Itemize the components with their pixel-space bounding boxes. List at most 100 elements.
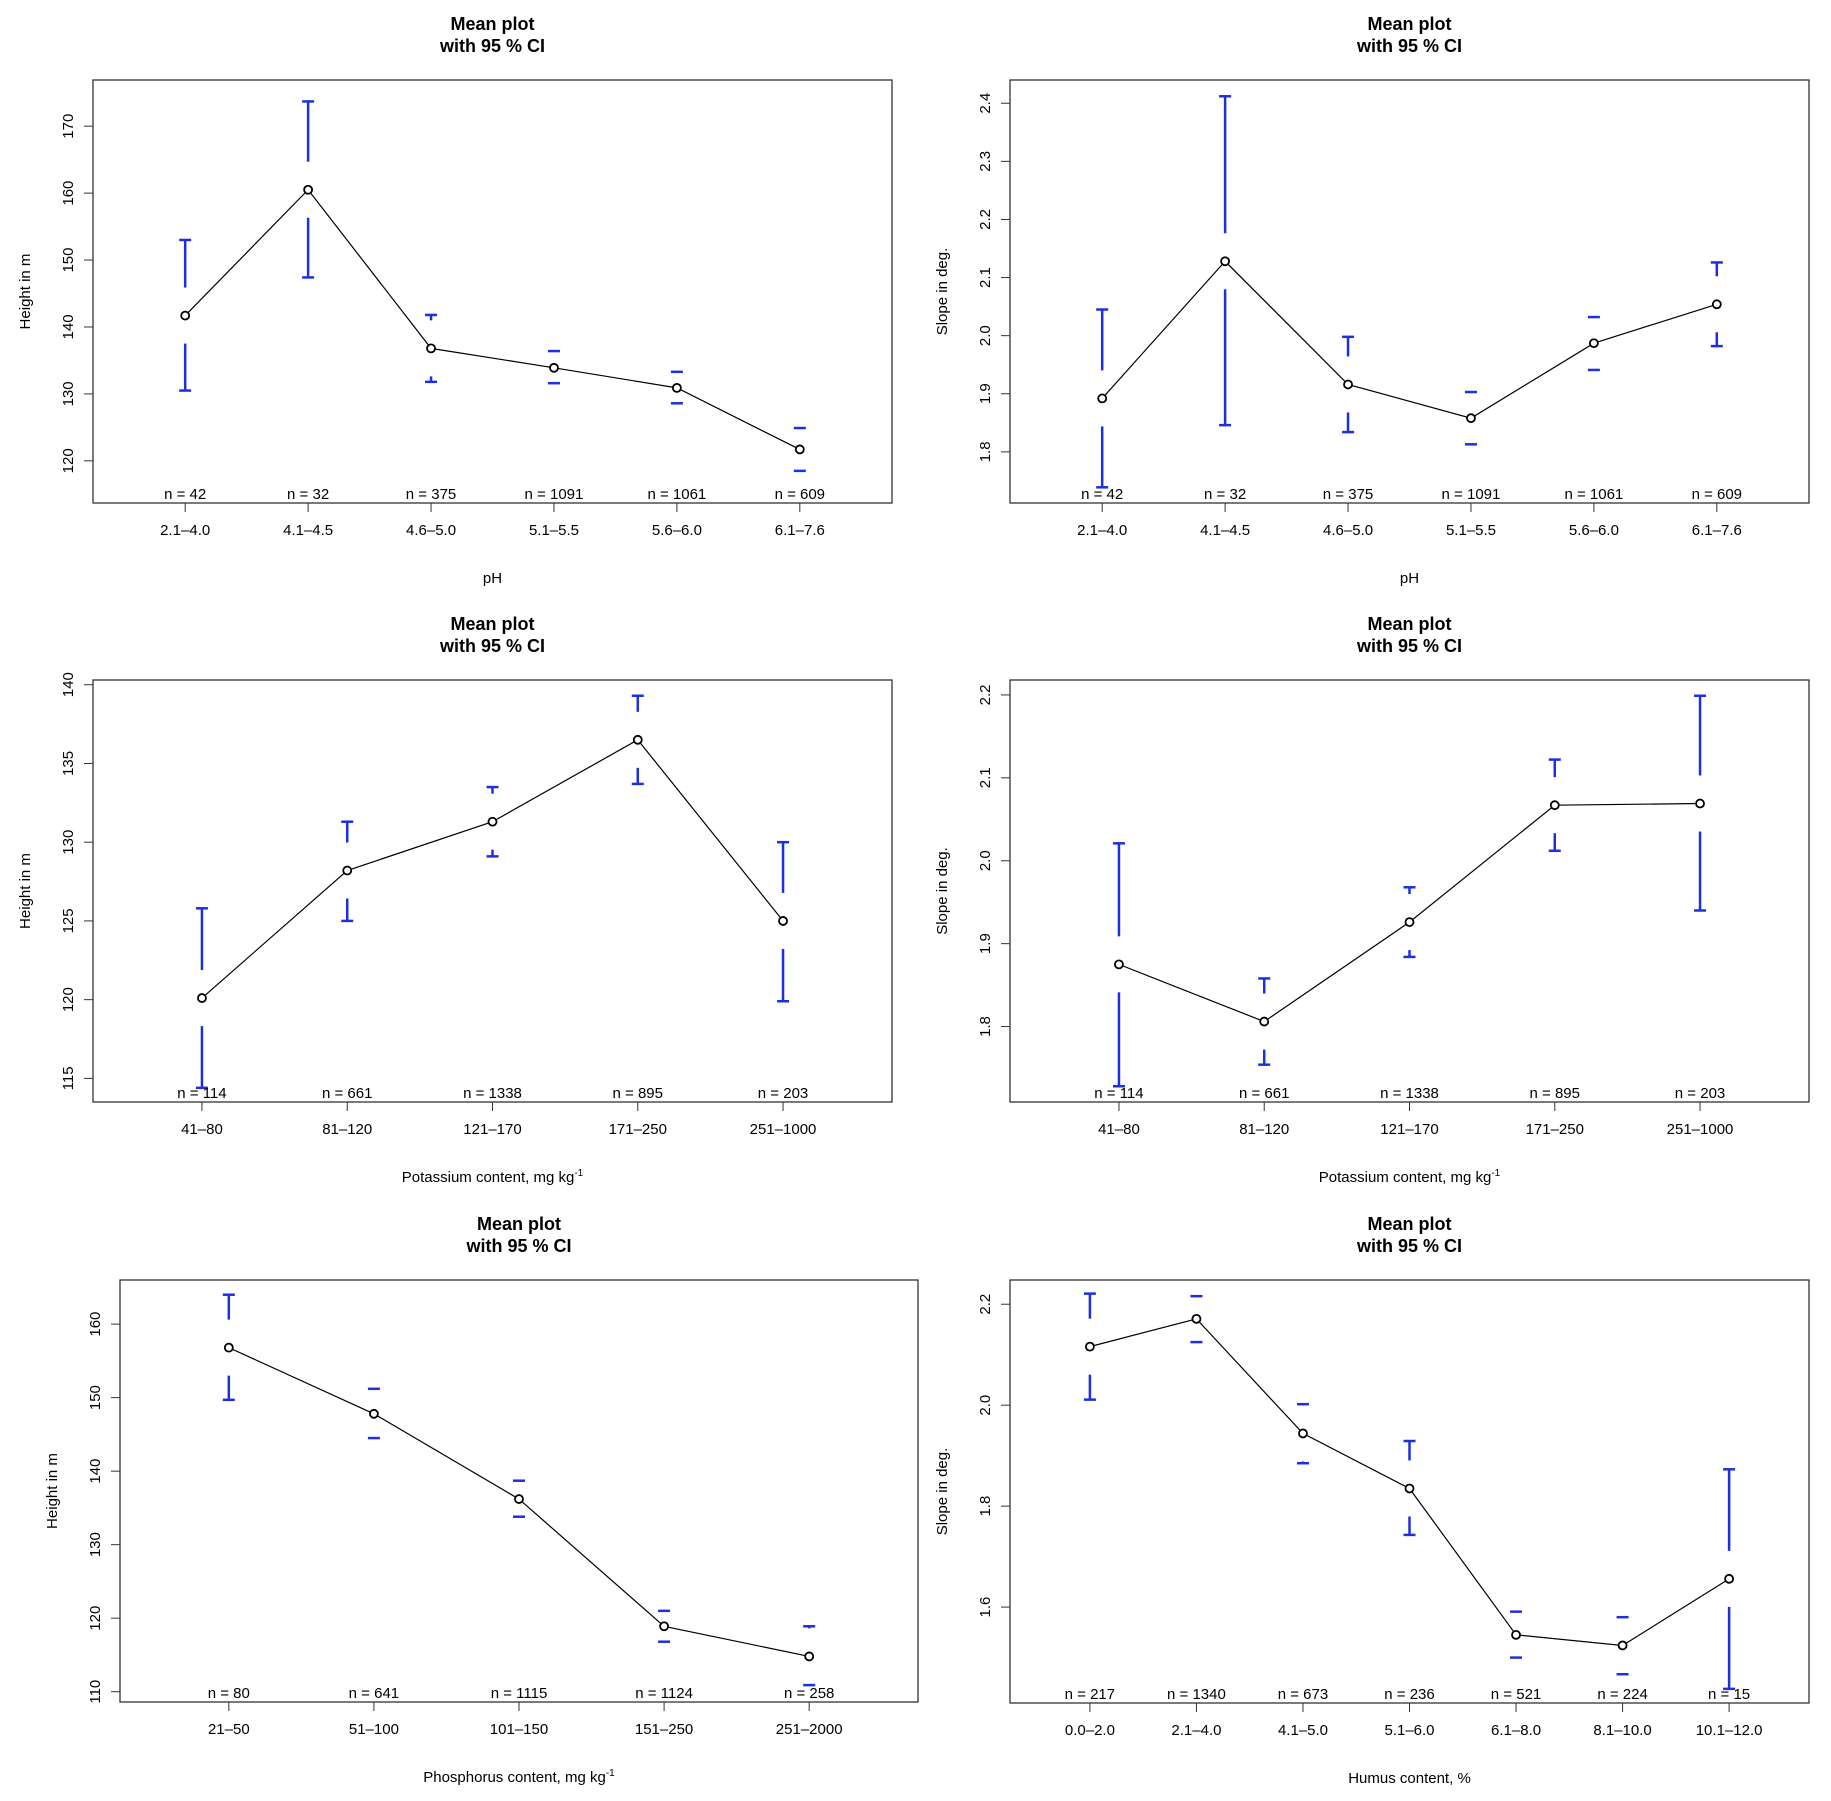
mean-point (1617, 1640, 1628, 1651)
mean-point (804, 1651, 815, 1662)
plot-frame (92, 679, 893, 1103)
mean-point (1466, 413, 1476, 424)
n-label: n = 15 (1708, 1686, 1750, 1703)
x-tick-label: 6.1–7.6 (1692, 522, 1742, 539)
y-axis-label: Slope in deg. (934, 1448, 951, 1536)
mean-line (1089, 1318, 1730, 1647)
y-tick-label: 135 (60, 751, 77, 776)
plot-frame (92, 79, 893, 504)
y-tick-label: 140 (60, 314, 77, 339)
y-tick-label: 1.8 (977, 1496, 994, 1517)
error-bar (1296, 1402, 1309, 1465)
n-label: n = 42 (1081, 486, 1123, 503)
error-bar (658, 1609, 671, 1643)
x-axis-label: Phosphorus content, mg kg-1 (423, 1768, 615, 1786)
error-bar (1587, 315, 1600, 372)
mean-point (1404, 1483, 1415, 1494)
n-label: n = 224 (1597, 1686, 1647, 1703)
mean-point (671, 382, 682, 393)
n-label: n = 1124 (635, 1685, 693, 1702)
y-tick-label: 125 (60, 908, 77, 933)
x-tick-label: 5.6–6.0 (1569, 522, 1619, 539)
y-tick-label: 115 (60, 1066, 77, 1090)
mean-point (342, 865, 353, 876)
x-tick-label: 81–120 (1239, 1121, 1289, 1138)
chart-title-line-2: with 95 % CI (465, 1236, 571, 1256)
x-tick-label: 151–250 (635, 1721, 693, 1738)
mean-point (1191, 1313, 1202, 1324)
error-bar (793, 426, 806, 473)
x-axis-label-superscript: -1 (574, 1168, 583, 1179)
n-label: n = 609 (1692, 486, 1742, 503)
x-tick-label: 2.1–4.0 (1171, 1722, 1221, 1739)
x-tick-label: 251–1000 (1667, 1121, 1734, 1138)
n-label: n = 203 (758, 1085, 808, 1102)
x-tick-label: 4.6–5.0 (406, 522, 456, 539)
y-tick-label: 1.9 (977, 933, 994, 954)
mean-point (1259, 1016, 1270, 1027)
n-label: n = 1091 (1442, 486, 1501, 503)
error-bar (1548, 758, 1561, 853)
y-tick-label: 110 (87, 1680, 104, 1704)
y-tick-label: 150 (60, 248, 77, 273)
mean-point (1343, 379, 1353, 390)
x-tick-label: 8.1–10.0 (1593, 1722, 1651, 1739)
x-tick-label: 121–170 (1380, 1121, 1438, 1138)
n-label: n = 32 (1204, 486, 1246, 503)
chart-title-line-2: with 95 % CI (1356, 36, 1462, 56)
y-axis-label: Slope in deg. (934, 847, 951, 935)
error-bar (367, 1387, 380, 1440)
mean-point (1511, 1629, 1521, 1640)
mean-point (1097, 393, 1108, 404)
x-tick-label: 171–250 (1526, 1121, 1584, 1138)
error-bar (1190, 1294, 1203, 1344)
x-tick-label: 6.1–8.0 (1491, 1722, 1541, 1739)
error-bar (1403, 886, 1416, 959)
error-bar (1403, 1439, 1416, 1537)
x-tick-label: 5.1–6.0 (1384, 1722, 1434, 1739)
mean-point (778, 916, 788, 926)
n-label: n = 1115 (491, 1685, 548, 1702)
error-bar (222, 1293, 235, 1402)
y-tick-label: 1.9 (977, 383, 994, 404)
y-tick-label: 160 (60, 181, 77, 206)
mean-point (303, 184, 314, 195)
y-tick-label: 120 (60, 448, 77, 473)
n-label: n = 1061 (1564, 486, 1623, 503)
y-axis-label: Height in m (17, 853, 34, 929)
n-label: n = 1338 (1380, 1085, 1439, 1102)
chart-title-line-1: Mean plot (1368, 614, 1452, 634)
x-tick-label: 4.1–4.5 (1200, 522, 1250, 539)
error-bar (302, 100, 315, 279)
y-tick-label: 130 (60, 381, 77, 406)
n-label: n = 80 (208, 1685, 250, 1702)
mean-point (180, 310, 191, 321)
y-tick-label: 2.0 (977, 1395, 994, 1416)
error-bar (1464, 390, 1477, 446)
mean-point (514, 1494, 524, 1504)
n-label: n = 203 (1675, 1085, 1725, 1102)
error-bar (1219, 95, 1232, 427)
mean-point (1724, 1573, 1734, 1584)
n-label: n = 236 (1384, 1686, 1434, 1703)
n-label: n = 114 (1094, 1085, 1143, 1102)
error-bar (803, 1625, 816, 1687)
y-axis-label: Slope in deg. (934, 248, 951, 336)
y-tick-label: 140 (87, 1459, 104, 1484)
y-tick-label: 120 (60, 987, 77, 1012)
chart-title-line-1: Mean plot (1368, 14, 1452, 34)
chart-title-line-1: Mean plot (451, 614, 535, 634)
error-bar (1258, 977, 1271, 1066)
x-tick-label: 4.6–5.0 (1323, 522, 1373, 539)
chart-title-line-2: with 95 % CI (439, 636, 545, 656)
plot-frame (1009, 79, 1810, 504)
y-tick-label: 160 (87, 1312, 104, 1337)
x-tick-label: 21–50 (208, 1721, 250, 1738)
n-label: n = 217 (1065, 1686, 1115, 1703)
x-tick-label: 101–150 (490, 1721, 548, 1738)
error-bar (1112, 842, 1125, 1088)
n-label: n = 114 (177, 1085, 226, 1102)
x-tick-label: 51–100 (349, 1721, 399, 1738)
